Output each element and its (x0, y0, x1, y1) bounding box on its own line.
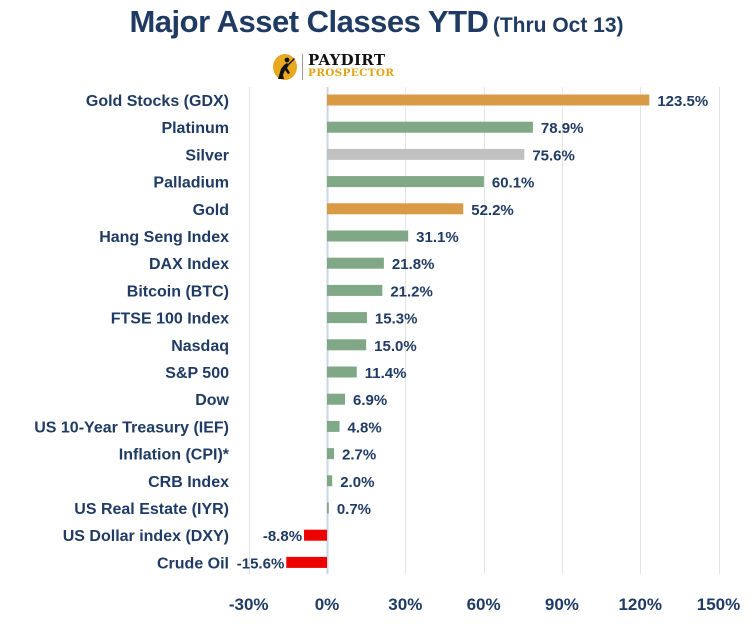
bar (327, 148, 525, 160)
value-label: -15.6% (237, 555, 285, 572)
category-label: CRB Index (148, 474, 229, 491)
value-label: 60.1% (492, 175, 535, 192)
value-label: 4.8% (348, 419, 382, 436)
bars (286, 94, 650, 568)
chart-title-sub: (Thru Oct 13) (492, 14, 624, 37)
category-label: US 10-Year Treasury (IEF) (34, 419, 229, 436)
logo-divider (302, 54, 303, 80)
x-tick-label: 30% (388, 595, 422, 614)
category-label: FTSE 100 Index (111, 311, 229, 328)
value-label: 52.2% (471, 202, 514, 219)
category-label: Dow (195, 392, 229, 409)
value-label: 123.5% (657, 93, 708, 110)
value-label: 0.7% (337, 501, 371, 518)
logo-text: PAYDIRT PROSPECTOR (308, 51, 395, 80)
category-label: Platinum (161, 120, 229, 137)
value-label: 21.2% (390, 283, 433, 300)
bar (327, 230, 409, 242)
value-label: 2.0% (340, 474, 374, 491)
bar (327, 366, 357, 378)
bar (327, 284, 383, 296)
bar (304, 529, 327, 541)
value-label: 6.9% (353, 392, 387, 409)
bar (327, 257, 384, 269)
bar (327, 312, 367, 324)
value-label: 75.6% (532, 147, 575, 164)
value-label: 31.1% (416, 229, 459, 246)
category-label: Crude Oil (157, 555, 229, 572)
category-labels: Gold Stocks (GDX) Platinum Silver Palladium… (34, 93, 230, 572)
category-label: Inflation (CPI)* (119, 447, 230, 464)
x-tick-label: 120% (618, 595, 661, 614)
value-label: 11.4% (365, 365, 407, 382)
category-label: Nasdaq (171, 338, 229, 355)
value-label: -8.8% (263, 528, 302, 545)
category-label: Silver (185, 147, 229, 164)
value-label: 15.0% (374, 338, 417, 355)
category-label: Gold Stocks (GDX) (86, 93, 229, 110)
x-tick-label: -30% (229, 595, 269, 614)
x-tick-label: 150% (697, 595, 740, 614)
bar (327, 94, 650, 106)
miner-icon (273, 54, 297, 80)
bar (327, 121, 533, 133)
value-label: 78.9% (541, 120, 584, 137)
category-label: DAX Index (149, 256, 229, 273)
category-label: Hang Seng Index (99, 229, 229, 246)
category-label: Gold (193, 202, 229, 219)
value-label: 21.8% (392, 256, 435, 273)
category-label: US Real Estate (IYR) (74, 501, 229, 518)
category-label: S&P 500 (165, 365, 229, 382)
bar (327, 502, 329, 514)
logo-line2: PROSPECTOR (308, 67, 395, 79)
x-tick-label: 60% (467, 595, 501, 614)
value-labels: 123.5% 78.9% 75.6% 60.1% 52.2% 31.1% 21.8% 21.2… (237, 93, 708, 572)
x-tick-label: 0% (315, 595, 340, 614)
category-label: US Dollar index (DXY) (63, 528, 229, 545)
bar (327, 393, 346, 405)
bar (327, 475, 333, 487)
bar (327, 448, 335, 460)
value-label: 15.3% (375, 311, 418, 328)
x-tick-label: 90% (545, 595, 579, 614)
x-axis-tick-labels: -30% 0% 30% 60% 90% 120% 150% (229, 595, 740, 614)
chart-title-main: Major Asset Classes YTD (129, 4, 489, 39)
category-label: Bitcoin (BTC) (127, 283, 229, 300)
chart-title: Major Asset Classes YTD (Thru Oct 13) (0, 4, 753, 40)
gridlines (249, 87, 720, 574)
bar (327, 420, 340, 432)
value-label: 2.7% (342, 447, 376, 464)
bar (286, 556, 327, 568)
bar (327, 176, 484, 188)
bar (327, 203, 464, 215)
category-label: Palladium (153, 175, 229, 192)
bar (327, 339, 367, 351)
logo-line1: PAYDIRT (308, 51, 386, 69)
paydirt-logo: PAYDIRT PROSPECTOR (272, 52, 394, 82)
